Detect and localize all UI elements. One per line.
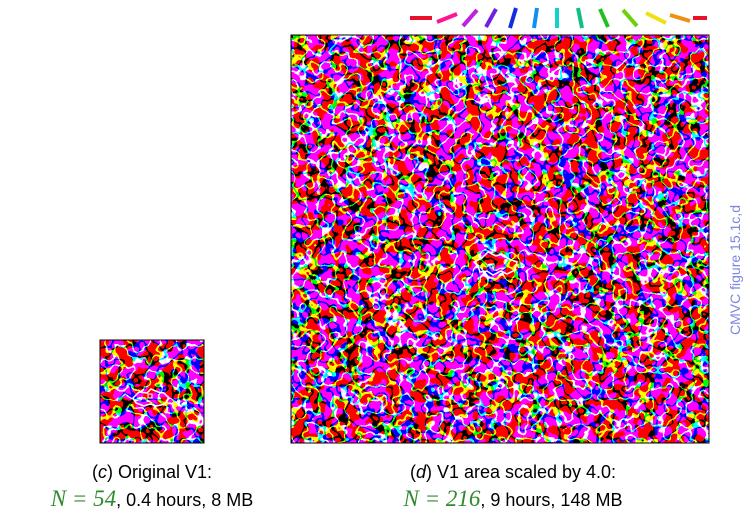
caption: (d) V1 area scaled by 4.0:: [410, 462, 616, 482]
figure: CMVC figure 15.1c,d (c) Original V1: N =…: [0, 0, 745, 526]
orientation-map-small: [100, 340, 204, 443]
caption-letter: c: [98, 462, 107, 482]
caption-stats: N = 54, 0.4 hours, 8 MB: [50, 486, 253, 511]
n-label: N = 54: [50, 486, 116, 511]
caption-stats: N = 216, 9 hours, 148 MB: [403, 486, 623, 511]
caption-title: ) Original V1:: [107, 462, 212, 482]
orientation-key: [410, 8, 707, 28]
side-note: CMVC figure 15.1c,d: [727, 205, 743, 335]
caption: (c) Original V1:: [92, 462, 212, 482]
details: , 9 hours, 148 MB: [480, 490, 622, 510]
caption-title: ) V1 area scaled by 4.0:: [426, 462, 616, 482]
orientation-map-large: [291, 35, 709, 443]
details: , 0.4 hours, 8 MB: [116, 490, 253, 510]
n-label: N = 216: [403, 486, 481, 511]
